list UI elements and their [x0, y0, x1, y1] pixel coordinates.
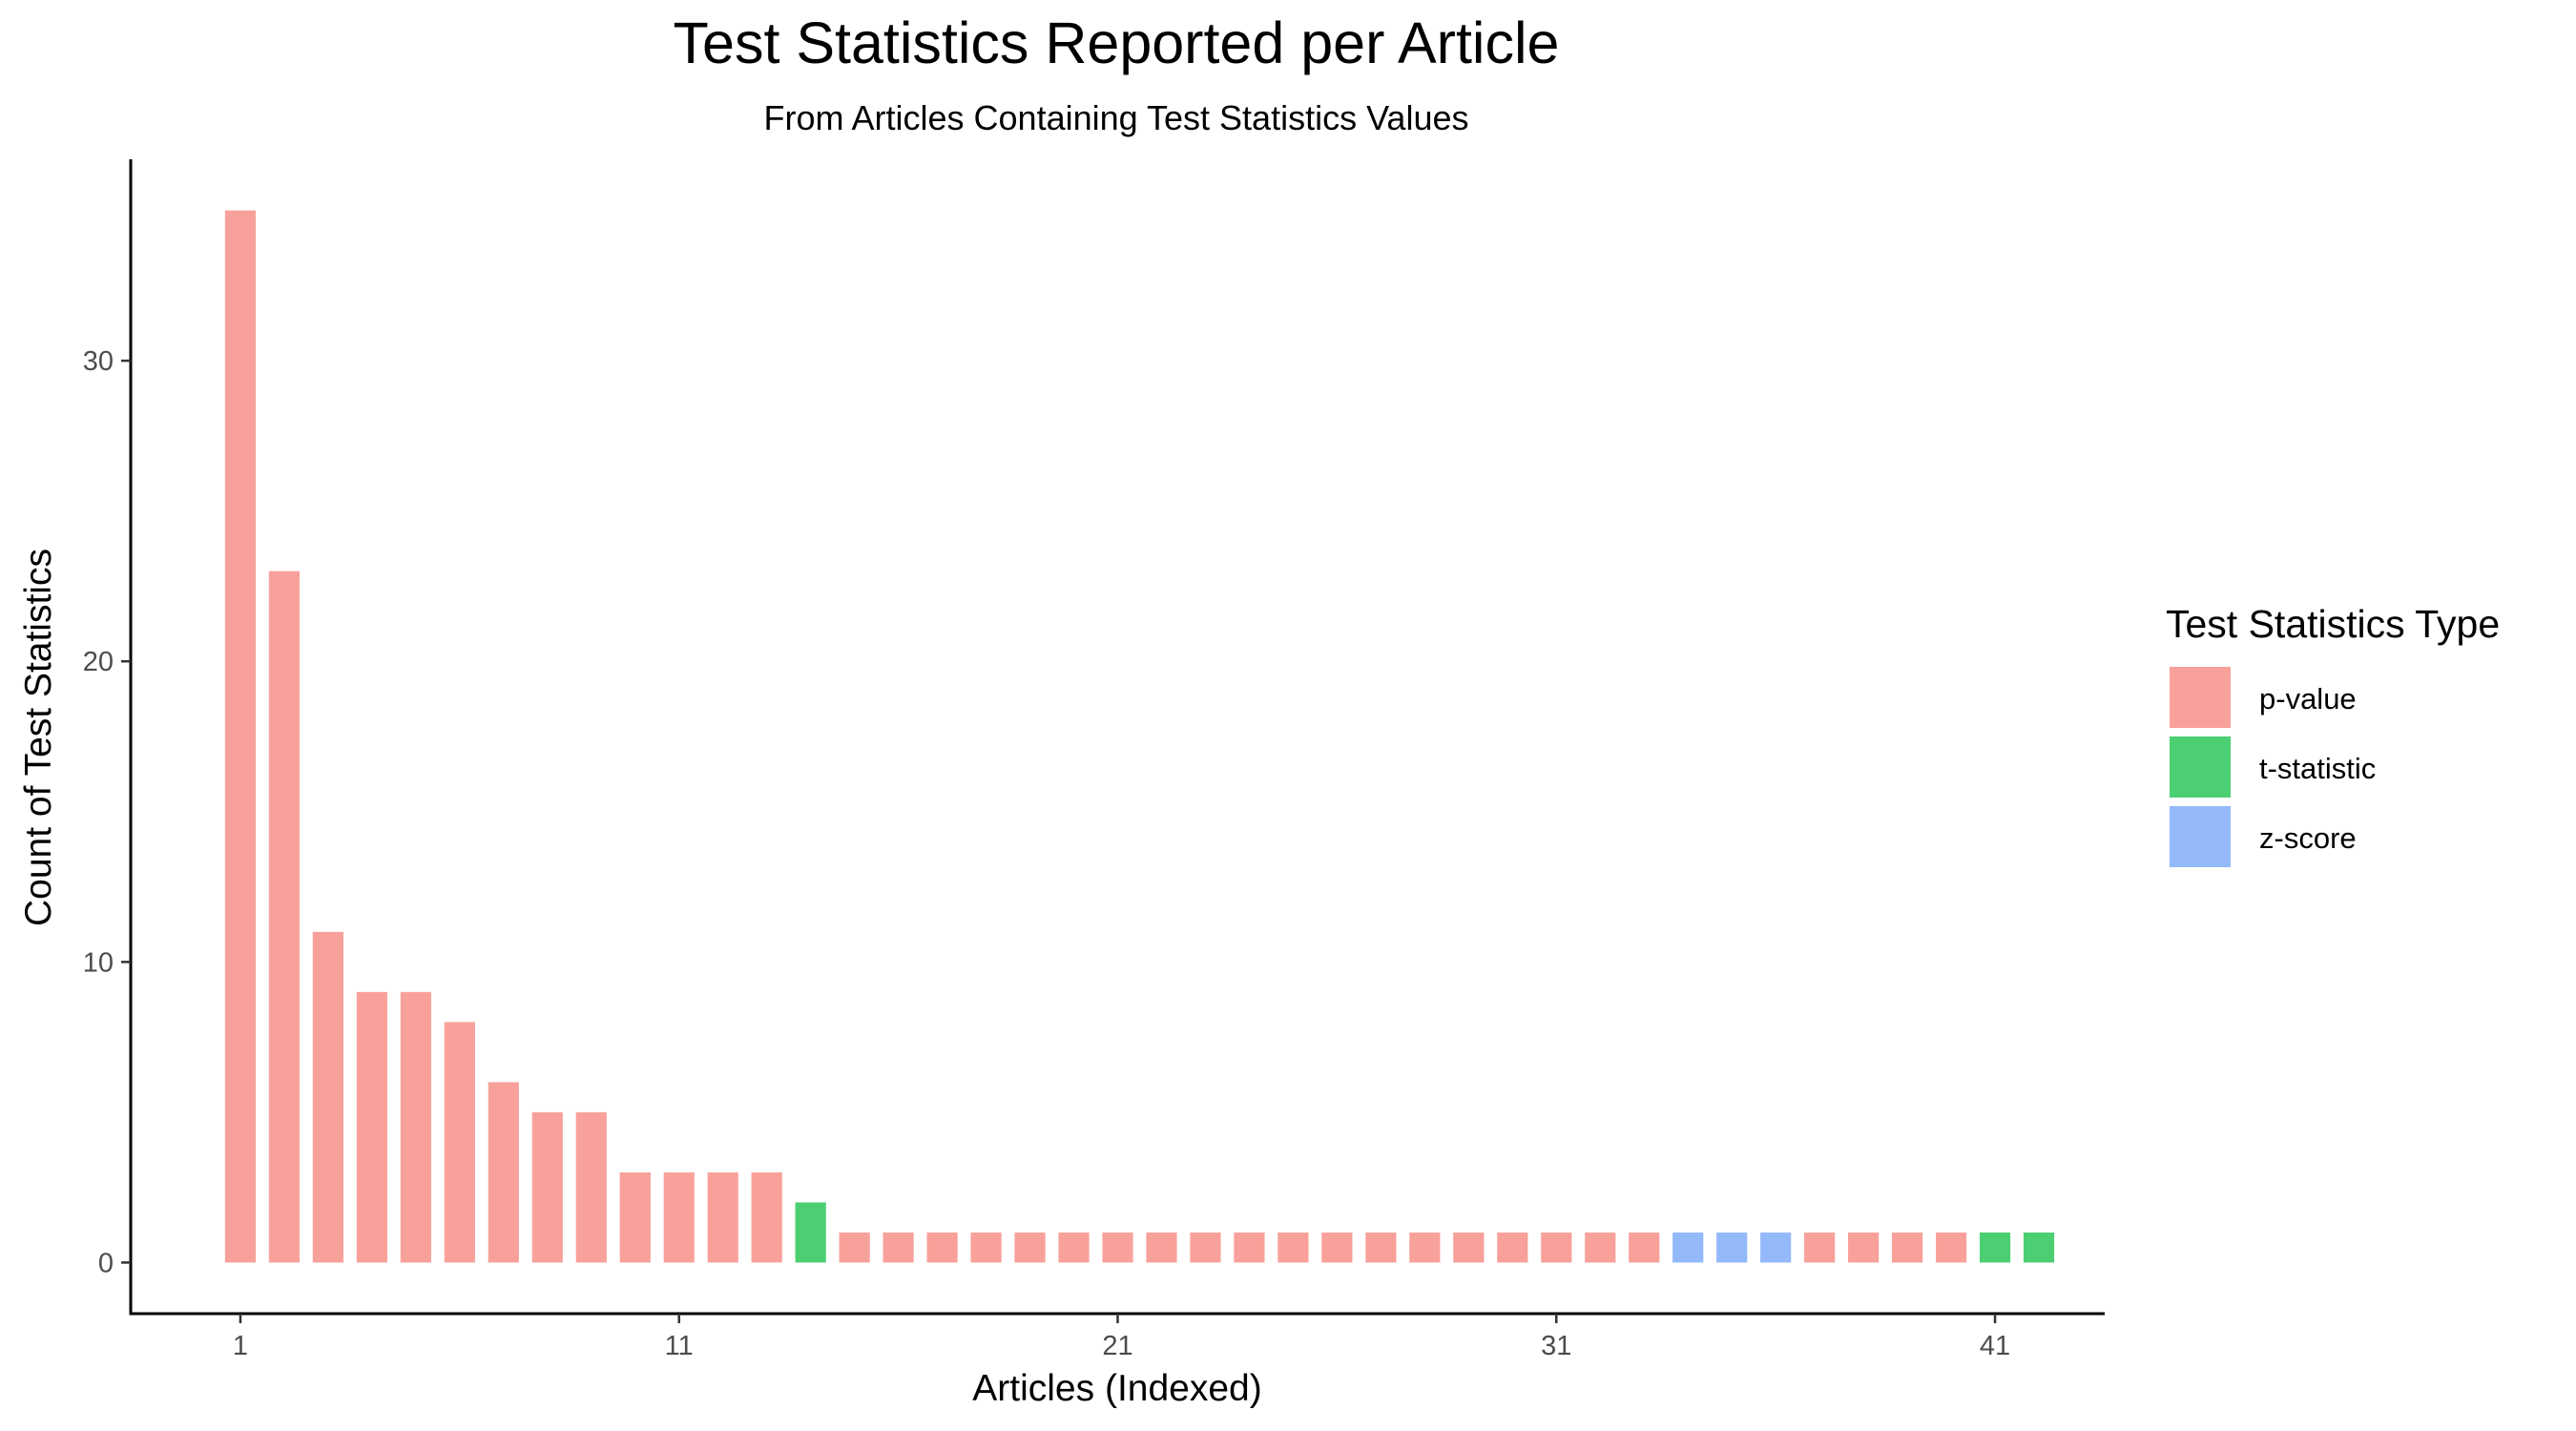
- bar-article-37: [1804, 1232, 1836, 1263]
- legend-title: Test Statistics Type: [2166, 602, 2500, 646]
- bar-article-24: [1234, 1232, 1265, 1263]
- bar-article-2: [268, 570, 301, 1263]
- chart-subtitle: From Articles Containing Test Statistics…: [764, 98, 1469, 137]
- bars-group: [224, 210, 2055, 1263]
- legend-label-p-value: p-value: [2259, 682, 2357, 716]
- bar-article-20: [1058, 1232, 1090, 1263]
- bar-article-27: [1365, 1232, 1397, 1263]
- bar-article-3: [312, 931, 343, 1263]
- bar-article-30: [1497, 1232, 1528, 1263]
- bar-article-31: [1541, 1232, 1572, 1263]
- bar-article-40: [1935, 1232, 1967, 1263]
- bar-article-41: [1979, 1232, 2011, 1263]
- bar-article-8: [531, 1111, 563, 1263]
- x-axis-title: Articles (Indexed): [972, 1368, 1261, 1409]
- y-axis-title: Count of Test Statistics: [18, 549, 59, 926]
- bar-article-14: [795, 1202, 826, 1263]
- x-axis-ticks: 1 11 21 31 41: [233, 1314, 2010, 1361]
- bar-article-19: [1014, 1232, 1046, 1263]
- bar-article-5: [400, 991, 431, 1263]
- bar-article-21: [1102, 1232, 1133, 1263]
- bar-article-25: [1278, 1232, 1309, 1263]
- bar-article-17: [926, 1232, 958, 1263]
- bar-article-33: [1629, 1232, 1660, 1263]
- y-axis-ticks: 0 10 20 30: [83, 346, 131, 1278]
- y-tick-label: 30: [83, 346, 114, 377]
- bar-article-23: [1190, 1232, 1221, 1263]
- bar-article-36: [1760, 1232, 1792, 1263]
- bar-article-42: [2023, 1232, 2055, 1263]
- bar-article-4: [356, 991, 387, 1263]
- bar-article-13: [751, 1172, 782, 1263]
- legend-swatch-p-value: [2170, 667, 2231, 728]
- bar-article-28: [1409, 1232, 1441, 1263]
- y-tick-label: 20: [83, 647, 114, 677]
- bar-article-35: [1716, 1232, 1748, 1263]
- bar-article-10: [619, 1172, 651, 1263]
- bar-article-1: [224, 210, 257, 1263]
- legend-label-t-statistic: t-statistic: [2259, 752, 2376, 785]
- bar-article-7: [488, 1082, 519, 1263]
- y-tick-label: 0: [98, 1248, 114, 1278]
- bar-article-16: [883, 1232, 914, 1263]
- bar-article-9: [575, 1111, 607, 1263]
- x-tick-label: 11: [665, 1331, 694, 1361]
- legend-label-z-score: z-score: [2259, 821, 2357, 855]
- bar-article-6: [444, 1022, 475, 1263]
- bar-article-29: [1453, 1232, 1485, 1263]
- bar-article-15: [839, 1232, 870, 1263]
- legend-item-z-score: z-score: [2170, 806, 2357, 867]
- bar-article-22: [1146, 1232, 1177, 1263]
- x-tick-label: 1: [233, 1331, 248, 1361]
- bar-article-34: [1672, 1232, 1704, 1263]
- x-tick-label: 31: [1541, 1331, 1571, 1361]
- x-tick-label: 21: [1102, 1331, 1132, 1361]
- chart-title: Test Statistics Reported per Article: [674, 10, 1560, 75]
- x-tick-label: 41: [1980, 1331, 2010, 1361]
- legend-item-p-value: p-value: [2170, 667, 2357, 728]
- y-tick-label: 10: [83, 947, 114, 978]
- legend: Test Statistics Type p-value t-statistic…: [2166, 602, 2500, 867]
- bar-article-32: [1585, 1232, 1616, 1263]
- bar-article-12: [707, 1172, 738, 1263]
- legend-swatch-t-statistic: [2170, 736, 2231, 798]
- bar-article-26: [1321, 1232, 1353, 1263]
- bar-article-18: [970, 1232, 1002, 1263]
- bar-article-39: [1892, 1232, 1923, 1263]
- legend-swatch-z-score: [2170, 806, 2231, 867]
- bar-article-11: [663, 1172, 695, 1263]
- legend-item-t-statistic: t-statistic: [2170, 736, 2376, 798]
- bar-article-38: [1848, 1232, 1880, 1263]
